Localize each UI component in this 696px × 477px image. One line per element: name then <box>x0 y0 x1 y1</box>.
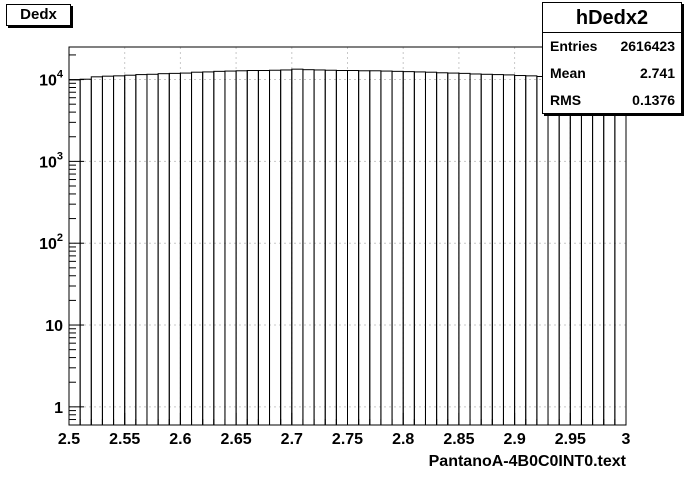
stats-entries-label: Entries <box>550 38 598 54</box>
histogram-bin <box>224 70 237 426</box>
histogram-bin <box>592 79 605 426</box>
x-tick-label: 2.8 <box>392 431 414 448</box>
histogram-bin <box>235 70 248 426</box>
histogram-bin <box>547 76 560 426</box>
histogram-bin <box>135 74 148 426</box>
histogram-bin <box>280 69 293 426</box>
x-axis-label: PantanoA-4B0C0INT0.text <box>429 453 627 470</box>
y-tick-label: 1 <box>54 400 63 417</box>
histogram-bin <box>257 70 271 426</box>
histogram-bin <box>458 72 471 426</box>
stats-mean-label: Mean <box>550 65 586 81</box>
histogram-bin <box>536 75 549 426</box>
stats-entries-value: 2616423 <box>620 38 675 54</box>
stats-row-mean: Mean 2.741 <box>543 60 681 87</box>
histogram-bin <box>146 73 159 426</box>
histogram-bin <box>168 72 181 426</box>
x-tick-label: 2.95 <box>555 431 586 448</box>
stats-rms-label: RMS <box>550 92 582 108</box>
histogram-bin <box>202 71 215 426</box>
histogram-bin <box>269 69 282 426</box>
histogram-bin <box>335 70 348 426</box>
x-tick-label: 2.6 <box>169 431 191 448</box>
histogram-bin <box>380 70 393 426</box>
x-tick-label: 2.65 <box>221 431 252 448</box>
stats-mean-value: 2.741 <box>639 65 675 81</box>
histogram-bin <box>469 73 482 426</box>
histogram-bin <box>101 75 115 426</box>
histogram-bin <box>302 69 315 426</box>
histogram-bin <box>558 76 571 426</box>
histogram-bin <box>246 70 259 426</box>
histogram-bin <box>358 70 371 426</box>
y-tick-label: 104 <box>39 69 64 90</box>
x-tick-label: 2.5 <box>58 431 80 448</box>
y-tick-label: 10 <box>45 318 63 335</box>
histogram-bin <box>402 71 415 426</box>
histogram-bin <box>514 75 527 426</box>
histogram-bin <box>413 71 426 426</box>
histogram-bin <box>525 75 538 426</box>
histogram-bin <box>502 74 516 426</box>
histogram-bin <box>68 79 81 426</box>
stats-rms-value: 0.1376 <box>632 92 675 108</box>
histogram-bin <box>491 74 504 426</box>
histogram-bin <box>113 75 126 426</box>
histogram-bin <box>79 78 92 426</box>
stats-histogram-name: hDedx2 <box>543 3 681 33</box>
histogram-bin <box>313 69 326 426</box>
histogram-bin <box>424 71 438 426</box>
x-tick-label: 2.7 <box>281 431 303 448</box>
histogram-bin <box>213 70 226 426</box>
histogram-title: Dedx <box>20 6 57 23</box>
stats-box: hDedx2 Entries 2616423 Mean 2.741 RMS 0.… <box>542 2 682 114</box>
histogram-bin <box>391 70 404 426</box>
histogram-bin <box>347 70 360 426</box>
histogram-bin <box>191 71 204 426</box>
histogram-bin <box>291 68 304 426</box>
stats-row-entries: Entries 2616423 <box>543 33 681 60</box>
x-tick-label: 2.75 <box>332 431 363 448</box>
x-tick-label: 2.55 <box>109 431 140 448</box>
histogram-bin <box>90 76 103 426</box>
histogram-bin <box>324 69 337 426</box>
histogram-bin <box>179 72 193 426</box>
y-tick-label: 102 <box>39 232 63 253</box>
histogram-bin <box>369 70 382 426</box>
stats-row-rms: RMS 0.1376 <box>543 87 681 114</box>
histogram-bin <box>580 78 594 426</box>
x-tick-label: 2.85 <box>443 431 474 448</box>
histogram-bin <box>569 77 582 426</box>
x-tick-label: 3 <box>622 431 631 448</box>
histogram-bin <box>436 72 449 426</box>
histogram-bin <box>614 80 627 426</box>
histogram-bin <box>447 72 460 426</box>
y-tick-label: 103 <box>39 150 63 171</box>
histogram-bin <box>480 73 493 426</box>
histogram-bin <box>157 73 170 426</box>
x-tick-label: 2.9 <box>503 431 525 448</box>
histogram-bin <box>603 79 616 426</box>
title-box: Dedx <box>6 4 71 26</box>
histogram-bin <box>124 74 137 426</box>
